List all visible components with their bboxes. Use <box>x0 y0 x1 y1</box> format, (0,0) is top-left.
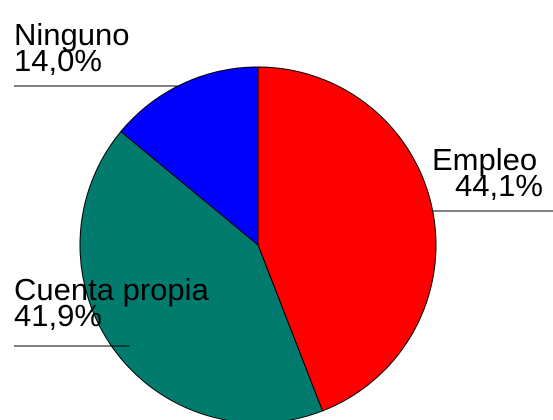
slice-value-label: 41,9% <box>14 298 102 333</box>
slice-value-label: 44,1% <box>455 168 543 203</box>
slice-label: Ninguno <box>14 17 129 52</box>
slice-label: Cuenta propia <box>14 272 210 307</box>
slice-value-label: 14,0% <box>14 43 102 78</box>
pie-slice <box>120 66 259 247</box>
slice-label: Empleo <box>432 142 537 177</box>
pie-slice <box>79 130 324 420</box>
pie-slice <box>257 66 437 412</box>
